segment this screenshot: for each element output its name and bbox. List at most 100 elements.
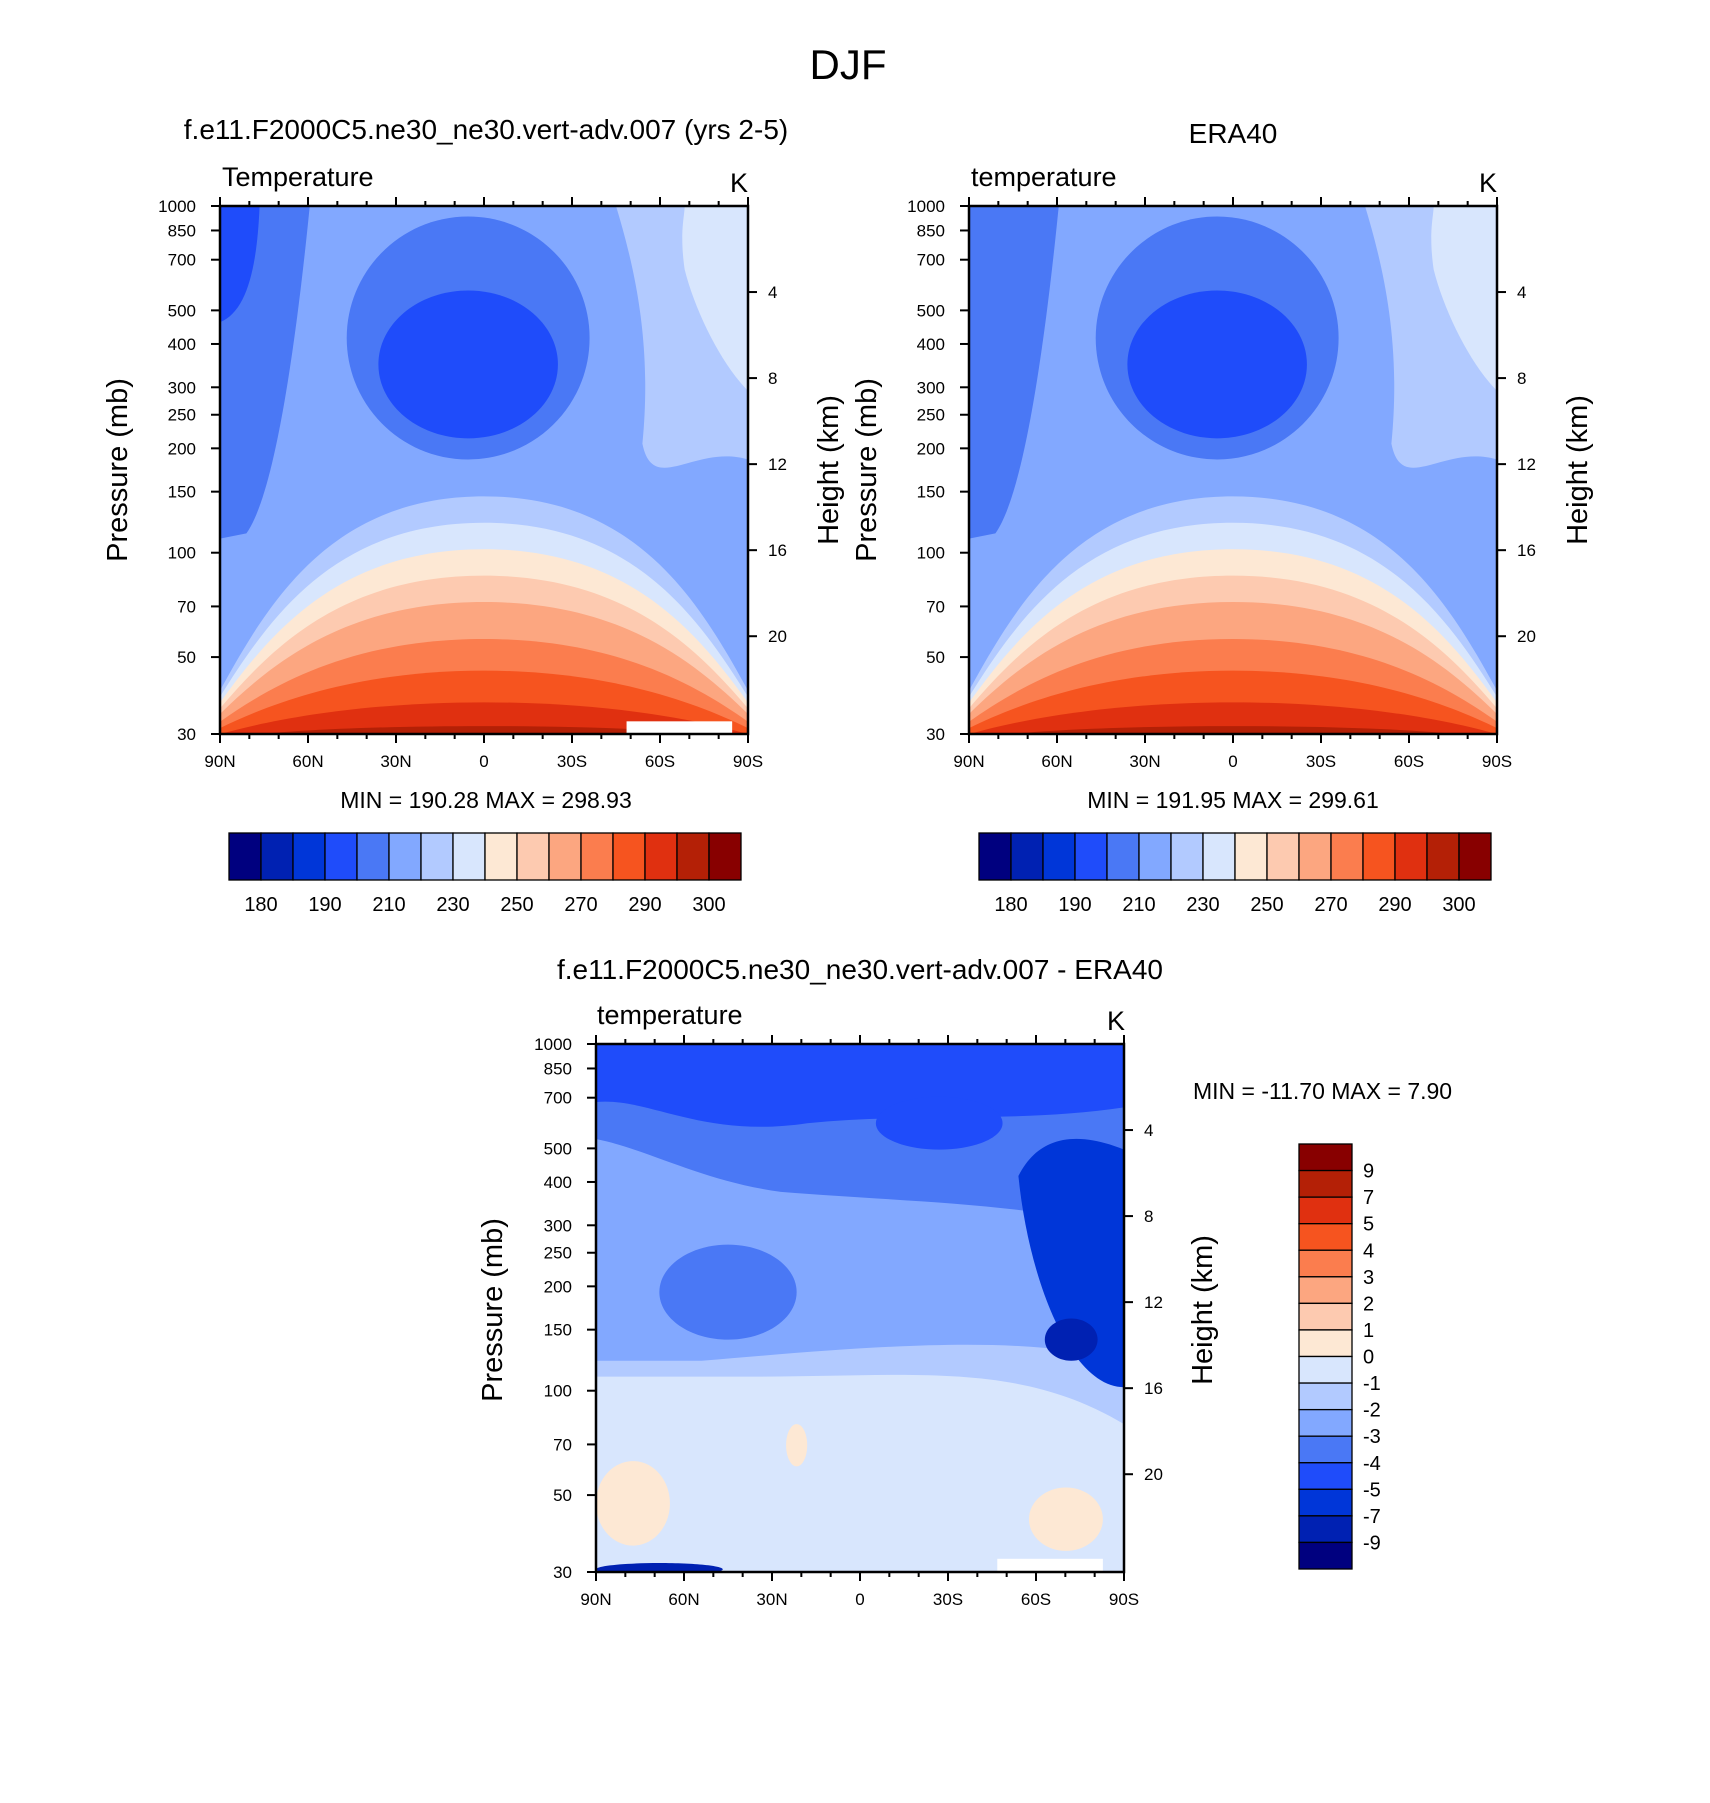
colorbar-label: 270	[564, 894, 597, 916]
colorbar-swatch	[1458, 832, 1492, 881]
colorbar-label: -2	[1363, 1400, 1381, 1422]
y-tick-label: 700	[917, 251, 945, 270]
colorbar-swatch	[1298, 1276, 1353, 1305]
colorbar-label: 1	[1363, 1320, 1374, 1342]
colorbar-label: -1	[1363, 1373, 1381, 1395]
y-right-tick-label: 16	[1517, 541, 1536, 560]
y-tick-label: 200	[168, 439, 196, 458]
x-tick-label: 90N	[204, 752, 235, 771]
y-tick-label: 500	[917, 301, 945, 320]
x-tick-label: 30N	[756, 1590, 787, 1609]
colorbar-swatch	[1298, 1435, 1353, 1464]
panel-era40-colorbar: 180 190 210 230 250 270 290 300	[978, 832, 1492, 916]
x-tick-label: 30S	[933, 1590, 963, 1609]
colorbar-swatch	[676, 832, 710, 881]
panel-model-contour-field	[220, 206, 748, 734]
colorbar-swatch	[1298, 1223, 1353, 1251]
colorbar-label: 250	[500, 894, 533, 916]
colorbar-swatch	[1298, 1329, 1353, 1358]
colorbar-label: 0	[1363, 1347, 1374, 1369]
colorbar-swatch	[1202, 832, 1236, 881]
y-right-tick-label: 4	[768, 283, 777, 302]
panel-difference: f.e11.F2000C5.ne30_ne30.vert-adv.007 - E…	[477, 954, 1452, 1609]
figure-title: DJF	[810, 41, 887, 88]
x-tick-label: 90S	[733, 752, 763, 771]
y-tick-label: 500	[168, 301, 196, 320]
y-tick-label: 70	[177, 597, 196, 616]
y-right-tick-label: 12	[1144, 1293, 1163, 1312]
colorbar-swatch	[1298, 1169, 1353, 1198]
y-right-tick-label: 8	[1144, 1207, 1153, 1226]
colorbar-swatch	[1298, 1355, 1353, 1384]
y-tick-label: 100	[168, 544, 196, 563]
colorbar-label: 210	[1122, 894, 1155, 916]
colorbar-label: 180	[994, 894, 1027, 916]
colorbar-swatch	[1394, 832, 1428, 881]
colorbar-label: 2	[1363, 1293, 1374, 1315]
y-right-tick-label: 12	[1517, 455, 1536, 474]
x-tick-label: 30S	[1306, 752, 1336, 771]
panel-model-ylabel-right: Height (km)	[813, 395, 845, 545]
y-tick-label: 50	[553, 1486, 572, 1505]
colorbar-swatch	[1170, 832, 1204, 881]
colorbar-swatch	[1426, 832, 1460, 881]
y-right-tick-label: 20	[1517, 627, 1536, 646]
x-tick-label: 60N	[292, 752, 323, 771]
colorbar-label: -5	[1363, 1479, 1381, 1501]
colorbar-label: 230	[1186, 894, 1219, 916]
colorbar-swatch	[1298, 1541, 1353, 1570]
x-tick-label: 90N	[953, 752, 984, 771]
y-right-tick-label: 4	[1517, 283, 1526, 302]
y-tick-label: 70	[553, 1435, 572, 1454]
panel-model-variable: Temperature	[222, 162, 374, 192]
panel-difference-ylabel: Pressure (mb)	[477, 1218, 509, 1402]
colorbar-swatch	[1298, 1488, 1353, 1517]
colorbar-swatch	[1298, 1408, 1353, 1437]
colorbar-label: 190	[308, 894, 341, 916]
panel-model-units: K	[730, 168, 748, 198]
colorbar-label: 7	[1363, 1187, 1374, 1209]
y-tick-label: 150	[544, 1321, 572, 1340]
x-tick-label: 30N	[1129, 752, 1160, 771]
y-right-tick-label: 20	[768, 627, 787, 646]
colorbar-swatch	[452, 832, 486, 881]
colorbar-swatch	[388, 832, 422, 881]
y-tick-label: 50	[926, 648, 945, 667]
y-tick-label: 850	[917, 221, 945, 240]
y-tick-label: 30	[926, 725, 945, 744]
colorbar-label: -3	[1363, 1426, 1381, 1448]
y-tick-label: 500	[544, 1139, 572, 1158]
panel-model-colorbar: 180 190 210 230 250 270 290 300	[228, 832, 742, 916]
colorbar-label: 180	[244, 894, 277, 916]
y-tick-label: 700	[168, 251, 196, 270]
y-tick-label: 300	[917, 378, 945, 397]
y-right-tick-label: 12	[768, 455, 787, 474]
y-tick-label: 250	[168, 406, 196, 425]
colorbar-label: 300	[692, 894, 725, 916]
colorbar-swatch	[228, 832, 262, 881]
colorbar-swatch	[708, 832, 742, 881]
x-tick-label: 60N	[1041, 752, 1072, 771]
panel-difference-minmax: MIN = -11.70 MAX = 7.90	[1193, 1078, 1452, 1104]
colorbar-swatch	[356, 832, 390, 881]
panel-difference-title: f.e11.F2000C5.ne30_ne30.vert-adv.007 - E…	[557, 954, 1163, 985]
x-tick-label: 60S	[1021, 1590, 1051, 1609]
colorbar-swatch	[516, 832, 550, 881]
x-tick-label: 60S	[1394, 752, 1424, 771]
colorbar-swatch	[260, 832, 294, 881]
panel-difference-axes: 90N 60N 30N 0 30S 60S 90S 30 50 70 100 150 200 250 300…	[534, 1035, 1163, 1609]
colorbar-swatch	[1298, 832, 1332, 881]
y-tick-label: 850	[168, 221, 196, 240]
y-tick-label: 400	[544, 1173, 572, 1192]
panel-difference-contour-field	[596, 1044, 1124, 1572]
colorbar-label: 300	[1442, 894, 1475, 916]
y-tick-label: 850	[544, 1059, 572, 1078]
panel-era40-units: K	[1479, 168, 1497, 198]
colorbar-label: -4	[1363, 1453, 1381, 1475]
colorbar-swatch	[1298, 1382, 1353, 1411]
colorbar-swatch	[1106, 832, 1140, 881]
y-tick-label: 400	[917, 335, 945, 354]
colorbar-swatch	[548, 832, 582, 881]
colorbar-label: 290	[628, 894, 661, 916]
colorbar-label: 290	[1378, 894, 1411, 916]
